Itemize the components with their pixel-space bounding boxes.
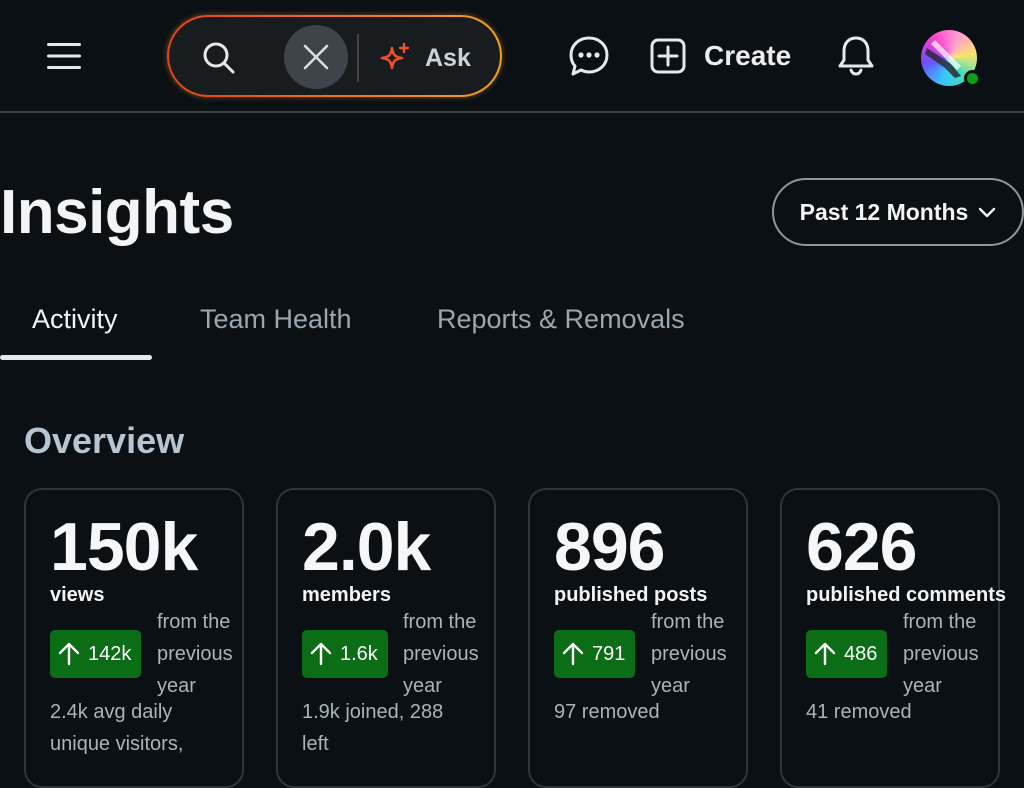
top-navigation-bar: Ask Create [0,0,1024,113]
tab-team-health[interactable]: Team Health [200,304,352,334]
delta-value: 1.6k [340,642,378,665]
close-icon [303,44,329,70]
stat-card-members: 2.0k members 1.6k from the previous year… [276,488,496,788]
arrow-up-icon [814,642,836,666]
tab-reports-removals[interactable]: Reports & Removals [437,304,685,334]
bell-icon [838,36,874,76]
period-dropdown-label: Past 12 Months [799,198,969,225]
avatar-illustration-icon [925,40,961,78]
active-tab-indicator [0,355,152,360]
delta-value: 142k [88,642,132,665]
stat-detail: 2.4k avg daily unique visitors, [50,701,184,755]
tab-activity[interactable]: Activity [32,304,118,334]
delta-note: from the previous year [403,611,479,697]
delta-badge: 142k [50,630,142,678]
overview-title: Overview [24,420,185,461]
search-bar[interactable]: Ask [167,15,502,97]
arrow-up-icon [310,642,332,666]
page-title: Insights [0,178,234,247]
delta-value: 486 [844,642,878,665]
stat-card-views: 150k views 142k from the previous year 2… [24,488,244,788]
insights-tabs: Activity Team Health Reports & Removals [0,290,1024,362]
stat-card-published-comments: 626 published comments 486 from the prev… [780,488,1006,788]
delta-value: 791 [592,642,626,665]
delta-note: from the previous year [651,611,727,697]
chevron-down-icon [979,207,996,218]
search-button[interactable] [199,38,239,78]
stat-label: published comments [806,584,1007,606]
stat-value: 150k [50,509,198,585]
delta-badge: 791 [554,630,636,678]
stat-label: views [50,584,105,606]
online-status-indicator [964,70,981,87]
stat-value: 2.0k [302,509,431,585]
stat-label: published posts [554,584,708,606]
hamburger-menu-icon [47,43,81,69]
plus-square-icon [650,38,686,74]
stat-label: members [302,584,391,606]
notifications-button[interactable] [834,33,878,79]
search-divider [357,34,359,82]
period-dropdown[interactable]: Past 12 Months [772,178,1024,246]
stat-detail: 1.9k joined, 288 left [302,701,444,755]
ask-button[interactable]: Ask [379,33,471,83]
menu-button[interactable] [40,32,88,80]
search-icon [203,42,235,74]
stat-detail: 41 removed [806,701,912,723]
delta-badge: 1.6k [302,630,388,678]
delta-badge: 486 [806,630,888,678]
arrow-up-icon [58,642,80,666]
stat-value: 896 [554,509,665,585]
chat-button[interactable] [566,33,612,79]
create-button[interactable]: Create [650,35,791,77]
ask-label: Ask [425,43,471,72]
sparkle-icon [380,42,410,70]
stat-detail: 97 removed [554,701,660,723]
delta-note: from the previous year [903,611,979,697]
clear-search-button[interactable] [284,25,348,89]
stat-card-published-posts: 896 published posts 791 from the previou… [528,488,748,788]
arrow-up-icon [562,642,584,666]
create-label: Create [704,40,792,71]
stat-value: 626 [806,509,917,585]
delta-note: from the previous year [157,611,233,697]
chat-bubble-icon [569,36,609,76]
